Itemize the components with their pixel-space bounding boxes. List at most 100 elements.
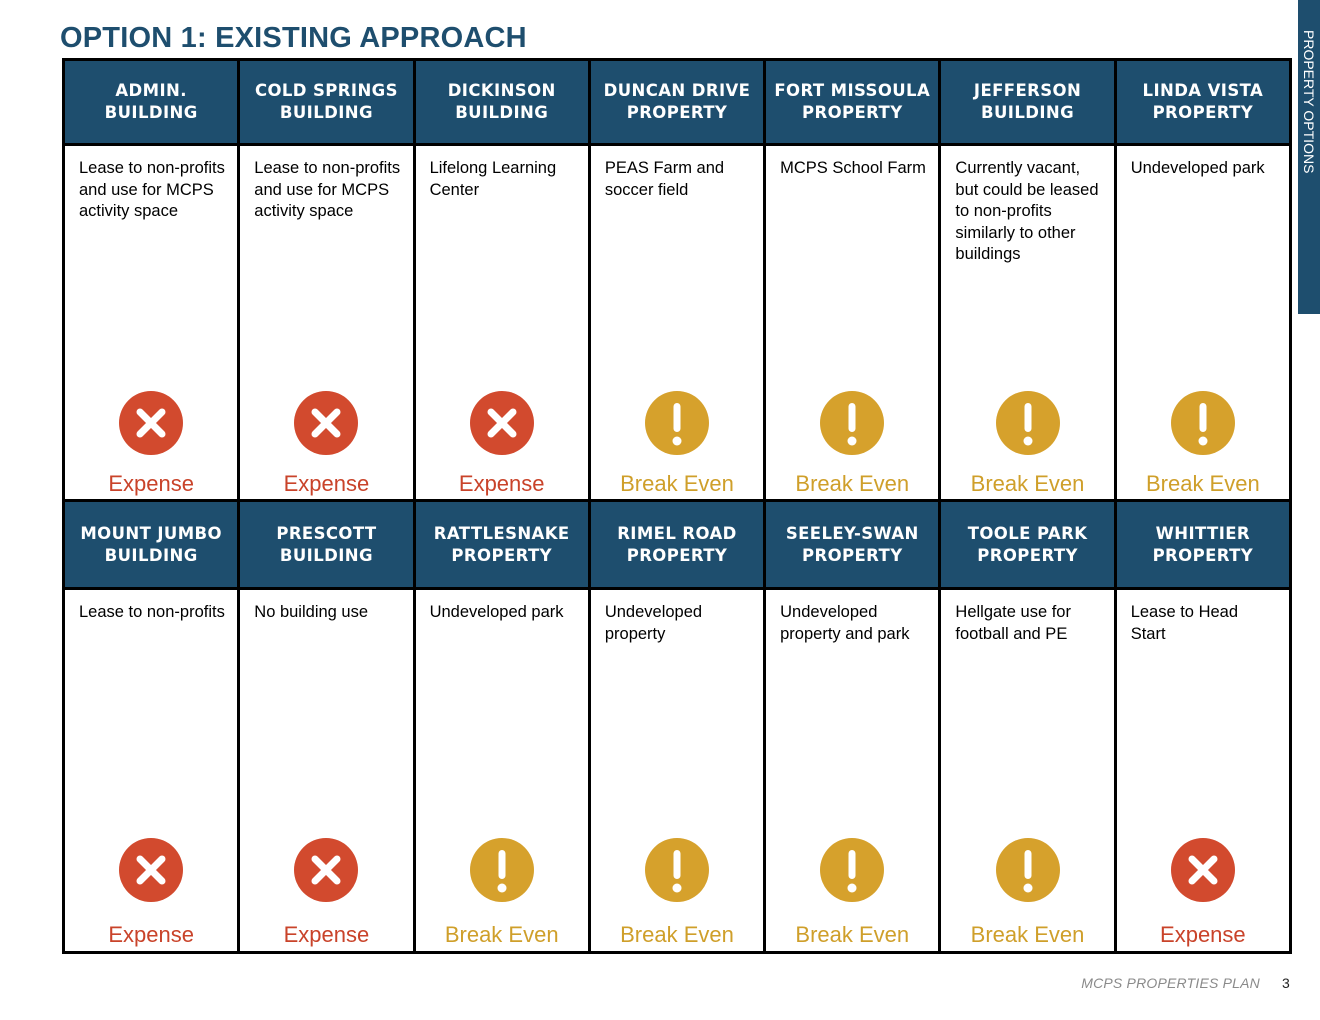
property-name-line2: PROPERTY bbox=[626, 103, 728, 122]
properties-table: ADMIN. BUILDING COLD SPRINGS BUILDING DICKIN… bbox=[61, 58, 1293, 954]
property-name-line2: BUILDING bbox=[279, 103, 373, 122]
property-name-line2: PROPERTY bbox=[626, 545, 728, 565]
property-name-line2: PROPERTY bbox=[1152, 103, 1254, 122]
property-name-line2: PROPERTY bbox=[801, 545, 903, 565]
property-name-line1: PRESCOTT bbox=[276, 523, 377, 543]
property-description: Lease to non-profits and use for MCPS ac… bbox=[79, 159, 225, 220]
side-section-tab: PROPERTY OPTIONS bbox=[1298, 0, 1320, 314]
body-row: Lease to non-profits Expense No building u… bbox=[61, 587, 1293, 954]
property-description: Lease to non-profits bbox=[79, 603, 225, 621]
property-name-line2: BUILDING bbox=[981, 103, 1075, 122]
footer-text: MCPS PROPERTIES PLAN bbox=[1081, 975, 1260, 991]
property-header: TOOLE PARK PROPERTY bbox=[938, 499, 1117, 590]
property-name-line1: FORT MISSOULA bbox=[774, 81, 931, 100]
property-name-line2: BUILDING bbox=[104, 545, 198, 565]
property-header: JEFFERSON BUILDING bbox=[938, 58, 1117, 146]
property-cell: Undeveloped property Break Even bbox=[587, 587, 767, 954]
property-cell: MCPS School Farm Break Even bbox=[763, 143, 942, 502]
exclamation-circle-icon bbox=[644, 838, 709, 902]
property-header: LINDA VISTA PROPERTY bbox=[1113, 58, 1293, 146]
status-label: Break Even bbox=[620, 471, 734, 496]
x-circle-icon bbox=[469, 391, 534, 455]
property-name-line2: BUILDING bbox=[279, 545, 373, 565]
property-name-line2: PROPERTY bbox=[977, 545, 1078, 565]
property-cell: Undeveloped park Break Even bbox=[412, 587, 591, 954]
property-description: Undeveloped park bbox=[1130, 159, 1265, 177]
property-header: RATTLESNAKE PROPERTY bbox=[412, 499, 591, 590]
side-section-tab-label: PROPERTY OPTIONS bbox=[1301, 30, 1317, 174]
x-circle-icon bbox=[294, 391, 359, 455]
exclamation-circle-icon bbox=[820, 391, 885, 455]
property-name-line1: DUNCAN DRIVE bbox=[603, 81, 751, 100]
property-description: Undeveloped property bbox=[604, 603, 703, 643]
property-name-line1: TOOLE PARK bbox=[967, 523, 1088, 543]
body-row: Lease to non-profits and use for MCPS ac… bbox=[61, 143, 1293, 502]
status-label: Break Even bbox=[970, 471, 1085, 496]
exclamation-circle-icon bbox=[1170, 391, 1235, 455]
property-cell: No building use Expense bbox=[237, 587, 416, 954]
property-description: PEAS Farm and soccer field bbox=[604, 159, 725, 199]
property-name-line1: COLD SPRINGS bbox=[254, 81, 398, 100]
x-circle-icon bbox=[294, 838, 359, 902]
property-description: MCPS School Farm bbox=[780, 159, 926, 177]
property-cell: Lease to non-profits and use for MCPS ac… bbox=[61, 143, 241, 502]
property-header: WHITTIER PROPERTY bbox=[1113, 499, 1293, 590]
property-name-line1: ADMIN. bbox=[115, 81, 187, 100]
property-name-line1: WHITTIER bbox=[1155, 523, 1251, 543]
property-cell: PEAS Farm and soccer field Break Even bbox=[587, 143, 767, 502]
exclamation-circle-icon bbox=[995, 391, 1060, 455]
status-label: Expense bbox=[1160, 922, 1246, 947]
property-header: SEELEY-SWAN PROPERTY bbox=[763, 499, 942, 590]
property-description: Undeveloped park bbox=[429, 603, 564, 621]
property-header: FORT MISSOULA PROPERTY bbox=[763, 58, 942, 146]
property-header: DICKINSON BUILDING bbox=[412, 58, 591, 146]
header-row: MOUNT JUMBO BUILDING PRESCOTT BUILDING RATTL… bbox=[61, 499, 1293, 590]
status-label: Expense bbox=[458, 471, 545, 496]
property-name-line2: BUILDING bbox=[455, 103, 549, 122]
property-header: PRESCOTT BUILDING bbox=[237, 499, 416, 590]
status-label: Break Even bbox=[620, 922, 734, 947]
property-cell: Currently vacant, but could be leased to… bbox=[938, 143, 1117, 502]
exclamation-circle-icon bbox=[995, 838, 1060, 902]
property-description: No building use bbox=[254, 603, 369, 621]
property-cell: Lifelong Learning Center Expense bbox=[412, 143, 591, 502]
property-name-line2: PROPERTY bbox=[1152, 545, 1254, 565]
property-name-line1: RATTLESNAKE bbox=[433, 523, 570, 543]
exclamation-circle-icon bbox=[644, 391, 709, 455]
property-name-line2: PROPERTY bbox=[801, 103, 903, 122]
property-header: COLD SPRINGS BUILDING bbox=[237, 58, 416, 146]
property-cell: Undeveloped park Break Even bbox=[1113, 143, 1293, 502]
status-label: Break Even bbox=[970, 922, 1085, 947]
property-description: Lease to non-profits and use for MCPS ac… bbox=[254, 159, 401, 220]
property-name-line1: MOUNT JUMBO bbox=[80, 523, 222, 543]
property-name-line1: JEFFERSON bbox=[973, 81, 1082, 100]
exclamation-circle-icon bbox=[820, 838, 885, 902]
property-description: Lease to Head Start bbox=[1130, 603, 1239, 643]
property-name-line1: LINDA VISTA bbox=[1142, 81, 1264, 100]
x-circle-icon bbox=[119, 391, 184, 455]
property-header: ADMIN. BUILDING bbox=[61, 58, 241, 146]
status-label: Expense bbox=[283, 471, 370, 496]
property-description: Currently vacant, but could be leased to… bbox=[955, 159, 1099, 263]
property-cell: Hellgate use for football and PE Break Ev… bbox=[938, 587, 1117, 954]
property-description: Hellgate use for football and PE bbox=[955, 603, 1071, 643]
property-name-line1: DICKINSON bbox=[447, 81, 556, 100]
property-name-line2: PROPERTY bbox=[451, 545, 552, 565]
header-row: ADMIN. BUILDING COLD SPRINGS BUILDING DICKIN… bbox=[61, 58, 1293, 146]
property-cell: Lease to Head Start Expense bbox=[1113, 587, 1293, 954]
property-cell: Lease to non-profits and use for MCPS ac… bbox=[237, 143, 416, 502]
status-label: Break Even bbox=[1145, 471, 1260, 496]
status-label: Break Even bbox=[795, 471, 910, 496]
property-name-line1: RIMEL ROAD bbox=[617, 523, 737, 543]
page-title: OPTION 1: EXISTING APPROACH bbox=[60, 22, 527, 54]
property-description: Lifelong Learning Center bbox=[429, 159, 557, 199]
status-label: Expense bbox=[283, 922, 370, 947]
property-header: DUNCAN DRIVE PROPERTY bbox=[587, 58, 767, 146]
page-number: 3 bbox=[1282, 975, 1290, 991]
property-name-line2: BUILDING bbox=[104, 103, 198, 122]
status-label: Expense bbox=[108, 471, 194, 496]
property-description: Undeveloped property and park bbox=[780, 603, 910, 643]
status-label: Expense bbox=[108, 922, 194, 947]
x-circle-icon bbox=[1170, 838, 1235, 902]
exclamation-circle-icon bbox=[469, 838, 534, 902]
